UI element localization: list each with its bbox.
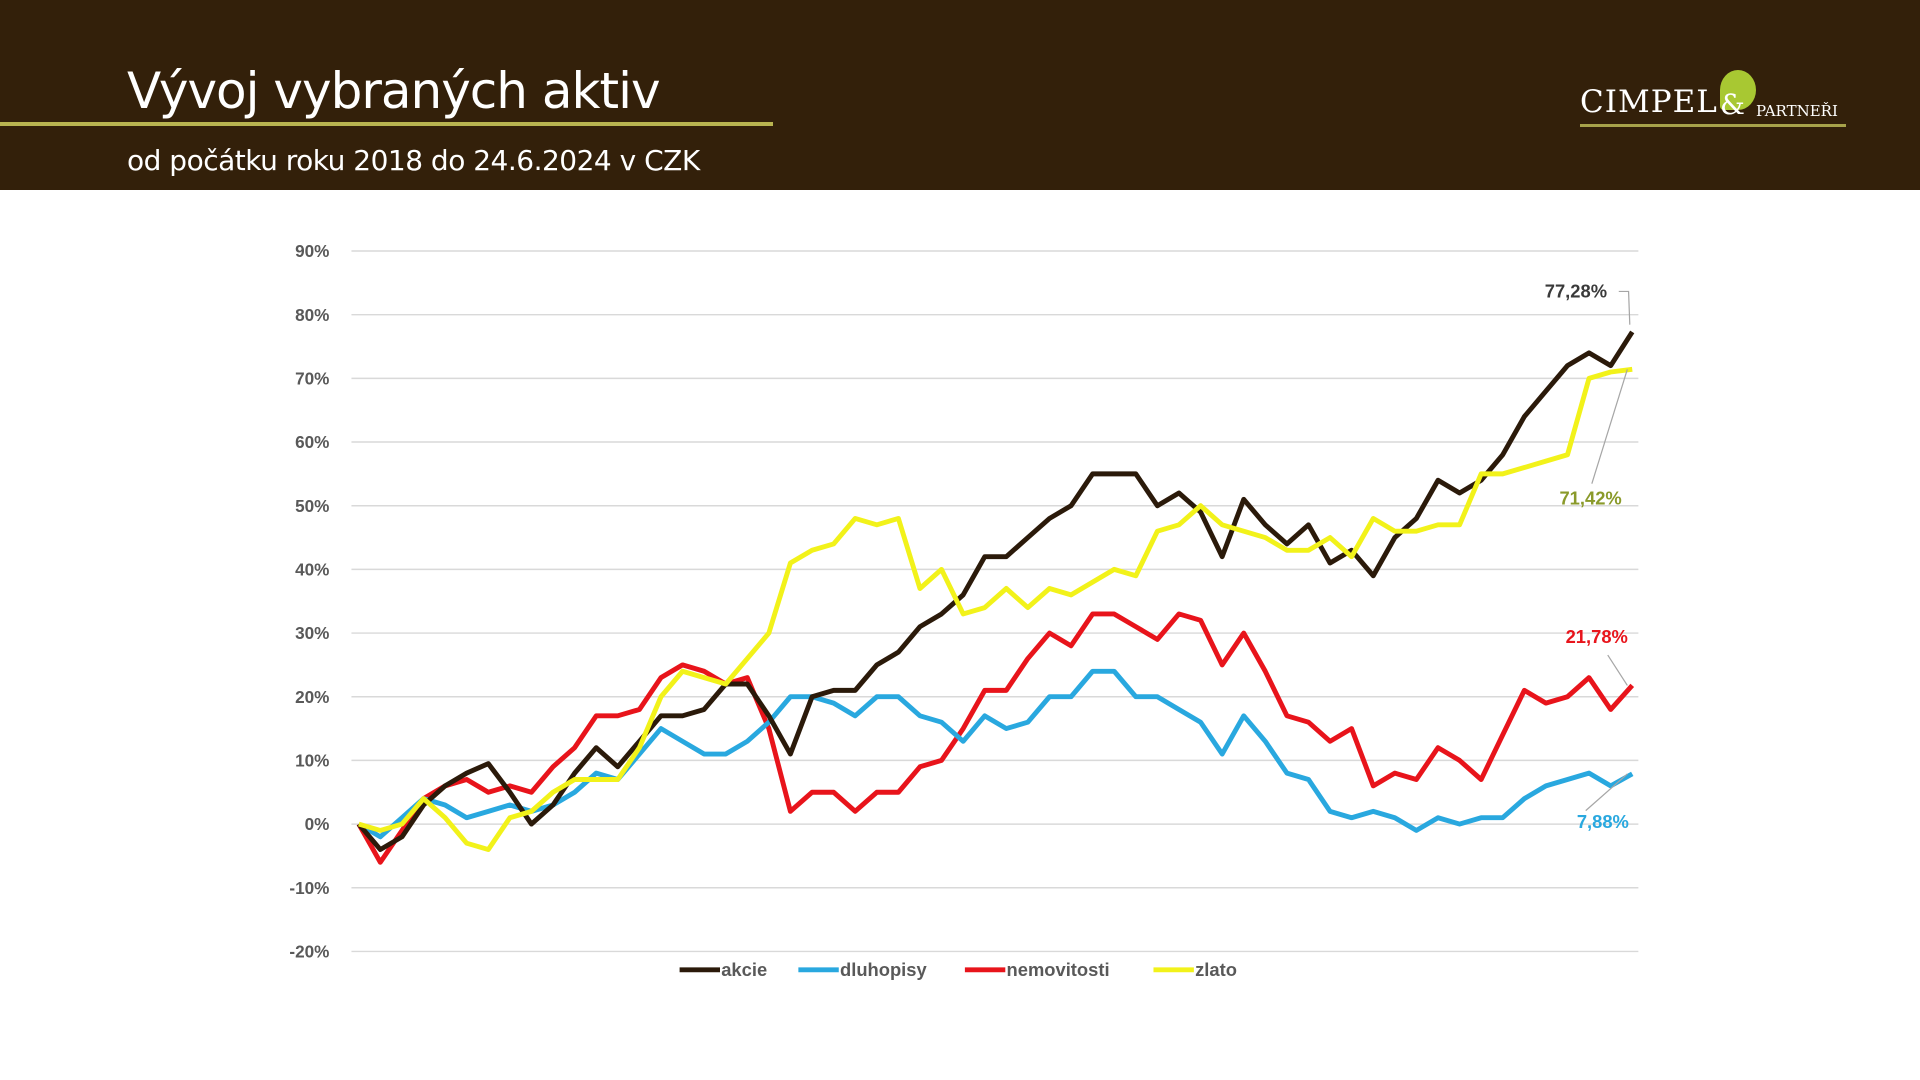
leader-line [1618, 290, 1631, 325]
legend-label: zlato [1195, 959, 1237, 980]
y-tick-label: 10% [295, 751, 329, 771]
legend-item-nemovitosti: nemovitosti [964, 959, 1110, 980]
end-label-dluhopisy: 7,88% [1577, 811, 1629, 832]
y-tick-label: 0% [305, 814, 330, 834]
title-underline [0, 122, 773, 126]
legend-label: akcie [721, 959, 767, 980]
end-labels: 77,28% 7,88% 21,78% 71,42% [1545, 281, 1631, 832]
page-subtitle: od počátku roku 2018 do 24.6.2024 v CZK [127, 144, 700, 177]
y-tick-label: 20% [295, 687, 329, 707]
leader-line [1591, 369, 1628, 484]
y-tick-label: -10% [289, 878, 329, 898]
y-tick-label: 60% [295, 432, 329, 452]
logo-underline [1580, 124, 1846, 127]
y-tick-label: 30% [295, 623, 329, 643]
legend-item-zlato: zlato [1153, 959, 1237, 980]
leader-line [1585, 773, 1628, 812]
series-line-zlato [358, 366, 1633, 852]
y-axis-ticks: -20% -10% 0% 10% 20% 30% 40% 50% 60% 70% 80% 90% [289, 241, 329, 961]
legend-item-akcie: akcie [679, 959, 767, 980]
y-tick-label: 90% [295, 241, 329, 261]
legend-item-dluhopisy: dluhopisy [798, 959, 927, 980]
series-line-dluhopisy [357, 668, 1634, 840]
legend-label: nemovitosti [1007, 959, 1110, 980]
logo-main-text: CIMPEL [1580, 84, 1718, 120]
series-lines [356, 330, 1635, 865]
y-tick-label: 50% [295, 496, 329, 516]
end-label-zlato: 71,42% [1559, 487, 1621, 508]
leader-line [1607, 654, 1628, 686]
series-line-akcie [356, 330, 1635, 852]
header-banner: Vývoj vybraných aktiv od počátku roku 20… [0, 0, 1920, 190]
page-title: Vývoj vybraných aktiv [127, 62, 661, 120]
y-tick-label: 80% [295, 305, 329, 325]
end-label-nemovitosti: 21,78% [1566, 626, 1628, 647]
legend-label: dluhopisy [840, 959, 927, 980]
legend: akcie dluhopisy nemovitosti zlato [679, 959, 1237, 980]
y-tick-label: 70% [295, 368, 329, 388]
end-label-akcie: 77,28% [1545, 281, 1607, 302]
company-logo: CIMPEL & PARTNEŘI [1578, 70, 1848, 130]
y-tick-label: -20% [289, 942, 329, 962]
series-line-nemovitosti [356, 611, 1635, 865]
logo-ampersand: & [1720, 88, 1745, 121]
logo-sub-text: PARTNEŘI [1756, 102, 1838, 120]
y-tick-label: 40% [295, 560, 329, 580]
leaf-icon [1720, 70, 1756, 110]
